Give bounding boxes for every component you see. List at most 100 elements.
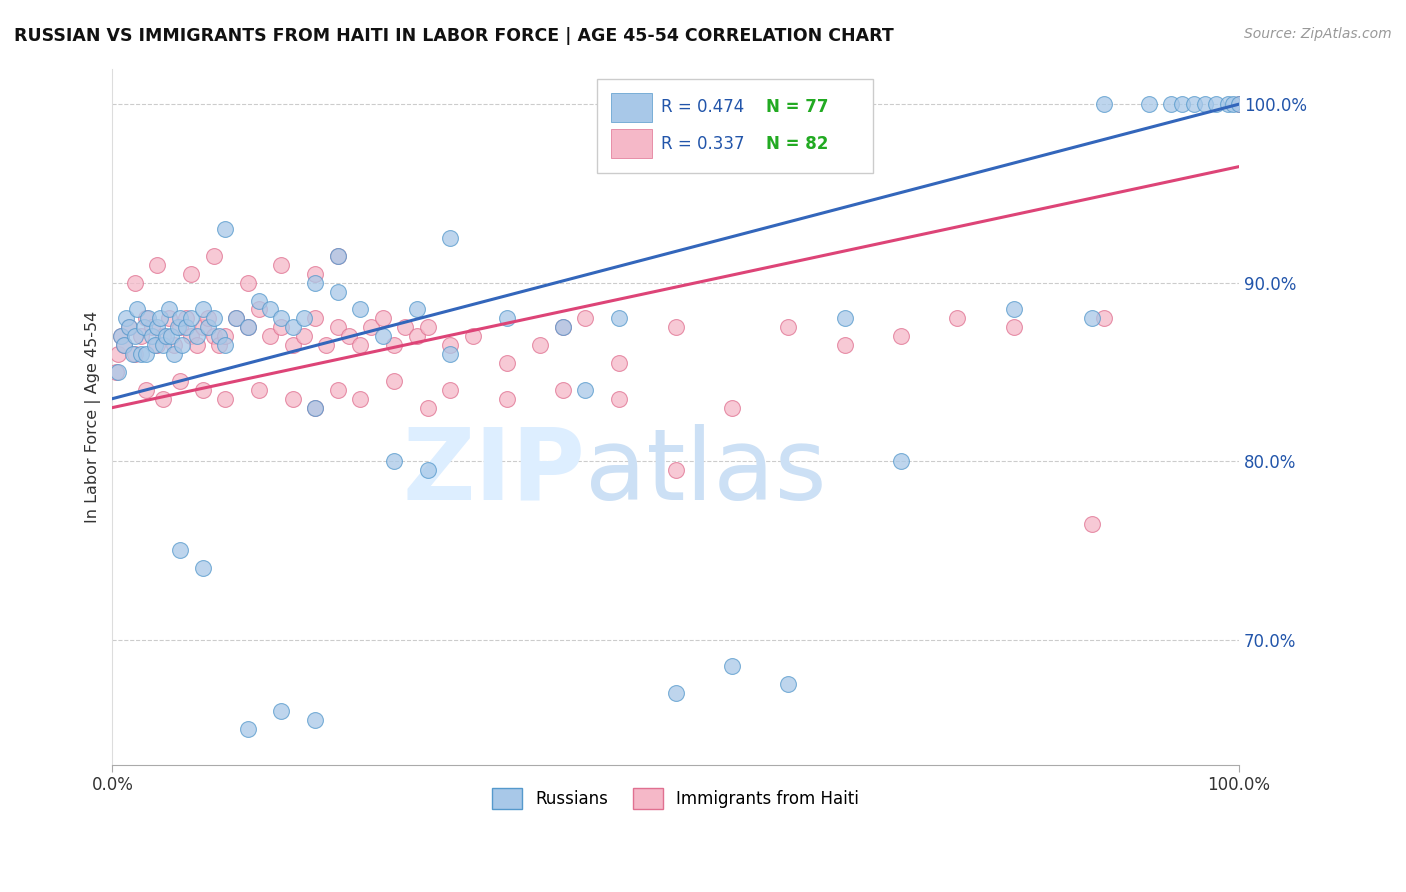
Point: [141, 329, 163, 343]
Point: [495, 311, 517, 326]
Point: [394, 320, 416, 334]
Point: [115, 311, 138, 326]
Point: [315, 338, 337, 352]
Point: [121, 347, 143, 361]
Point: [270, 704, 292, 718]
Point: [236, 320, 259, 334]
Point: [124, 276, 146, 290]
Point: [180, 267, 202, 281]
Point: [157, 302, 180, 317]
Point: [197, 311, 219, 326]
Point: [665, 686, 688, 700]
Point: [135, 311, 157, 326]
Point: [107, 365, 129, 379]
Point: [834, 338, 856, 352]
Point: [112, 338, 135, 352]
Point: [149, 311, 172, 326]
Point: [292, 311, 315, 326]
Text: RUSSIAN VS IMMIGRANTS FROM HAITI IN LABOR FORCE | AGE 45-54 CORRELATION CHART: RUSSIAN VS IMMIGRANTS FROM HAITI IN LABO…: [14, 27, 894, 45]
Text: Source: ZipAtlas.com: Source: ZipAtlas.com: [1244, 27, 1392, 41]
Point: [110, 329, 132, 343]
Point: [110, 329, 132, 343]
Text: R = 0.474: R = 0.474: [661, 98, 761, 117]
Point: [326, 249, 349, 263]
Point: [326, 320, 349, 334]
Point: [1227, 97, 1250, 112]
Point: [270, 311, 292, 326]
Point: [236, 276, 259, 290]
Point: [186, 338, 208, 352]
Text: ZIP: ZIP: [402, 424, 585, 521]
Point: [180, 329, 202, 343]
Point: [118, 320, 141, 334]
Point: [163, 338, 186, 352]
Point: [574, 311, 596, 326]
Point: [214, 329, 236, 343]
Point: [191, 302, 214, 317]
Point: [270, 258, 292, 272]
Point: [259, 329, 281, 343]
Point: [1205, 97, 1227, 112]
Point: [155, 329, 177, 343]
Point: [202, 249, 225, 263]
Point: [202, 329, 225, 343]
Point: [180, 311, 202, 326]
Point: [304, 713, 326, 727]
Point: [270, 320, 292, 334]
Point: [186, 329, 208, 343]
Point: [326, 383, 349, 397]
Point: [292, 329, 315, 343]
Point: [281, 392, 304, 406]
Point: [169, 543, 191, 558]
Point: [141, 320, 163, 334]
Point: [174, 311, 197, 326]
Point: [1222, 97, 1244, 112]
Point: [1227, 97, 1250, 112]
Point: [259, 302, 281, 317]
Point: [349, 338, 371, 352]
Point: [1160, 97, 1182, 112]
Point: [495, 392, 517, 406]
Point: [172, 338, 194, 352]
Point: [174, 320, 197, 334]
Point: [382, 374, 405, 388]
Point: [326, 249, 349, 263]
Point: [382, 454, 405, 468]
Point: [107, 347, 129, 361]
Point: [439, 383, 461, 397]
Point: [135, 383, 157, 397]
Point: [304, 276, 326, 290]
Point: [304, 311, 326, 326]
Point: [1081, 516, 1104, 531]
Point: [146, 320, 169, 334]
Y-axis label: In Labor Force | Age 45-54: In Labor Force | Age 45-54: [86, 310, 101, 523]
FancyBboxPatch shape: [596, 79, 873, 173]
Point: [1171, 97, 1194, 112]
Point: [1081, 311, 1104, 326]
Point: [1182, 97, 1205, 112]
Point: [778, 320, 800, 334]
Point: [1216, 97, 1239, 112]
Point: [495, 356, 517, 370]
Point: [138, 311, 160, 326]
Point: [281, 338, 304, 352]
Point: [529, 338, 551, 352]
Point: [169, 374, 191, 388]
Point: [169, 311, 191, 326]
Point: [208, 329, 231, 343]
Point: [1092, 97, 1115, 112]
Point: [225, 311, 247, 326]
Point: [371, 329, 394, 343]
Point: [360, 320, 382, 334]
Point: [160, 329, 183, 343]
Point: [461, 329, 484, 343]
Point: [1194, 97, 1216, 112]
Point: [166, 320, 188, 334]
Text: atlas: atlas: [585, 424, 827, 521]
Point: [416, 463, 439, 477]
Point: [416, 401, 439, 415]
Point: [946, 311, 969, 326]
Point: [834, 311, 856, 326]
Point: [551, 320, 574, 334]
Point: [247, 302, 270, 317]
